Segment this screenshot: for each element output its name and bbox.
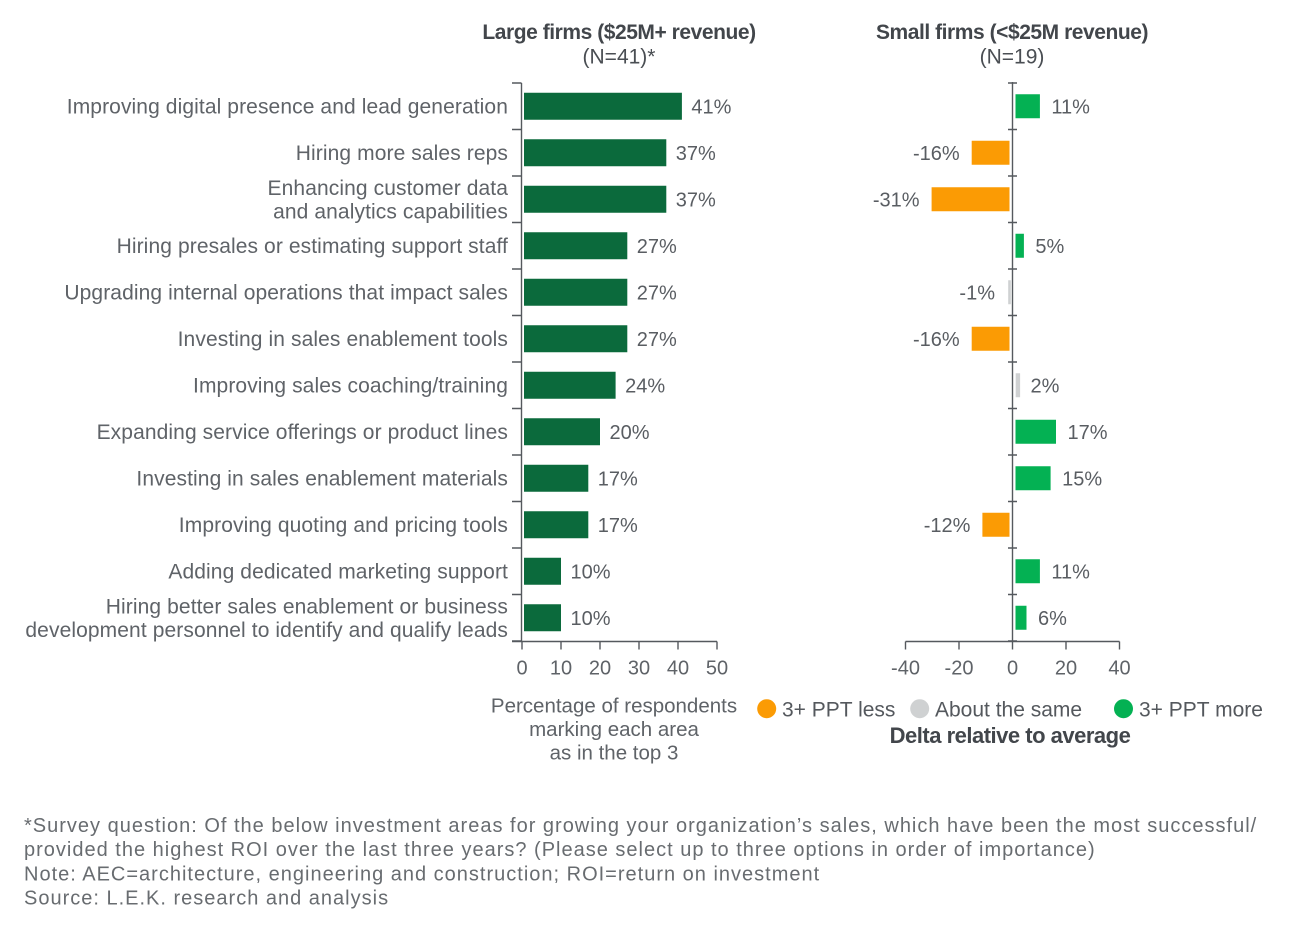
svg-text:Hiring better sales enablement: Hiring better sales enablement or busine… [106, 595, 508, 618]
svg-text:-12%: -12% [924, 515, 971, 537]
svg-text:marking each area: marking each area [529, 718, 699, 741]
svg-text:0: 0 [516, 658, 527, 680]
svg-text:Expanding service offerings or: Expanding service offerings or product l… [97, 421, 508, 444]
svg-text:-20: -20 [945, 658, 974, 680]
svg-text:37%: 37% [676, 189, 716, 211]
svg-text:-16%: -16% [913, 329, 960, 351]
svg-text:30: 30 [628, 658, 650, 680]
svg-text:-16%: -16% [913, 143, 960, 165]
svg-text:40: 40 [667, 658, 689, 680]
svg-text:6%: 6% [1038, 608, 1067, 630]
svg-text:41%: 41% [691, 96, 731, 118]
svg-text:Investing in sales enablement: Investing in sales enablement tools [178, 328, 508, 351]
svg-text:*Survey question: Of the below: *Survey question: Of the below investmen… [24, 815, 1257, 837]
svg-text:About the same: About the same [935, 699, 1082, 722]
svg-text:0: 0 [1007, 658, 1018, 680]
svg-text:Upgrading internal operations: Upgrading internal operations that impac… [64, 281, 508, 304]
svg-text:Improving sales coaching/train: Improving sales coaching/training [193, 374, 508, 397]
svg-text:(N=19): (N=19) [980, 46, 1045, 69]
svg-text:10%: 10% [571, 561, 611, 583]
svg-text:Source: L.E.K. research and an: Source: L.E.K. research and analysis [24, 888, 389, 910]
svg-text:15%: 15% [1062, 468, 1102, 490]
svg-text:Improving quoting and pricing: Improving quoting and pricing tools [179, 514, 508, 537]
svg-text:3+ PPT more: 3+ PPT more [1139, 699, 1263, 722]
svg-text:Small firms (<$25M revenue): Small firms (<$25M revenue) [876, 21, 1148, 44]
svg-text:3+ PPT less: 3+ PPT less [782, 699, 895, 722]
svg-text:and analytics capabilities: and analytics capabilities [273, 200, 508, 223]
svg-text:Percentage of respondents: Percentage of respondents [491, 695, 737, 718]
svg-text:10%: 10% [571, 608, 611, 630]
svg-text:-40: -40 [891, 658, 920, 680]
svg-text:27%: 27% [637, 282, 677, 304]
svg-text:Hiring more sales reps: Hiring more sales reps [296, 142, 508, 165]
svg-text:11%: 11% [1051, 561, 1090, 583]
svg-text:provided the highest ROI over: provided the highest ROI over the last t… [24, 839, 1096, 861]
svg-text:5%: 5% [1035, 236, 1064, 258]
svg-text:2%: 2% [1031, 375, 1060, 397]
svg-text:Enhancing customer data: Enhancing customer data [268, 177, 509, 200]
svg-text:Large firms ($25M+ revenue): Large firms ($25M+ revenue) [482, 21, 755, 44]
svg-text:Adding dedicated marketing sup: Adding dedicated marketing support [168, 560, 508, 583]
svg-text:Improving digital presence and: Improving digital presence and lead gene… [67, 95, 508, 118]
svg-text:17%: 17% [598, 515, 638, 537]
svg-text:50: 50 [706, 658, 728, 680]
svg-text:17%: 17% [1068, 422, 1108, 444]
svg-text:Note: AEC=architecture, engine: Note: AEC=architecture, engineering and … [24, 863, 820, 885]
svg-text:Investing in sales enablement: Investing in sales enablement materials [136, 467, 508, 490]
svg-text:-31%: -31% [873, 189, 920, 211]
svg-text:17%: 17% [598, 468, 638, 490]
svg-text:27%: 27% [637, 329, 677, 351]
svg-text:10: 10 [550, 658, 572, 680]
svg-text:11%: 11% [1051, 96, 1090, 118]
svg-text:as in the top 3: as in the top 3 [550, 742, 679, 765]
svg-text:20%: 20% [610, 422, 650, 444]
svg-text:development personnel to ident: development personnel to identify and qu… [25, 619, 508, 642]
svg-text:Delta relative to average: Delta relative to average [890, 723, 1131, 748]
svg-text:-1%: -1% [959, 282, 995, 304]
svg-text:24%: 24% [625, 375, 665, 397]
svg-text:20: 20 [589, 658, 611, 680]
svg-text:37%: 37% [676, 143, 716, 165]
svg-text:40: 40 [1108, 658, 1130, 680]
svg-text:20: 20 [1055, 658, 1077, 680]
svg-text:Hiring presales or estimating: Hiring presales or estimating support st… [117, 235, 508, 258]
svg-text:(N=41)*: (N=41)* [583, 46, 656, 69]
svg-text:27%: 27% [637, 236, 677, 258]
